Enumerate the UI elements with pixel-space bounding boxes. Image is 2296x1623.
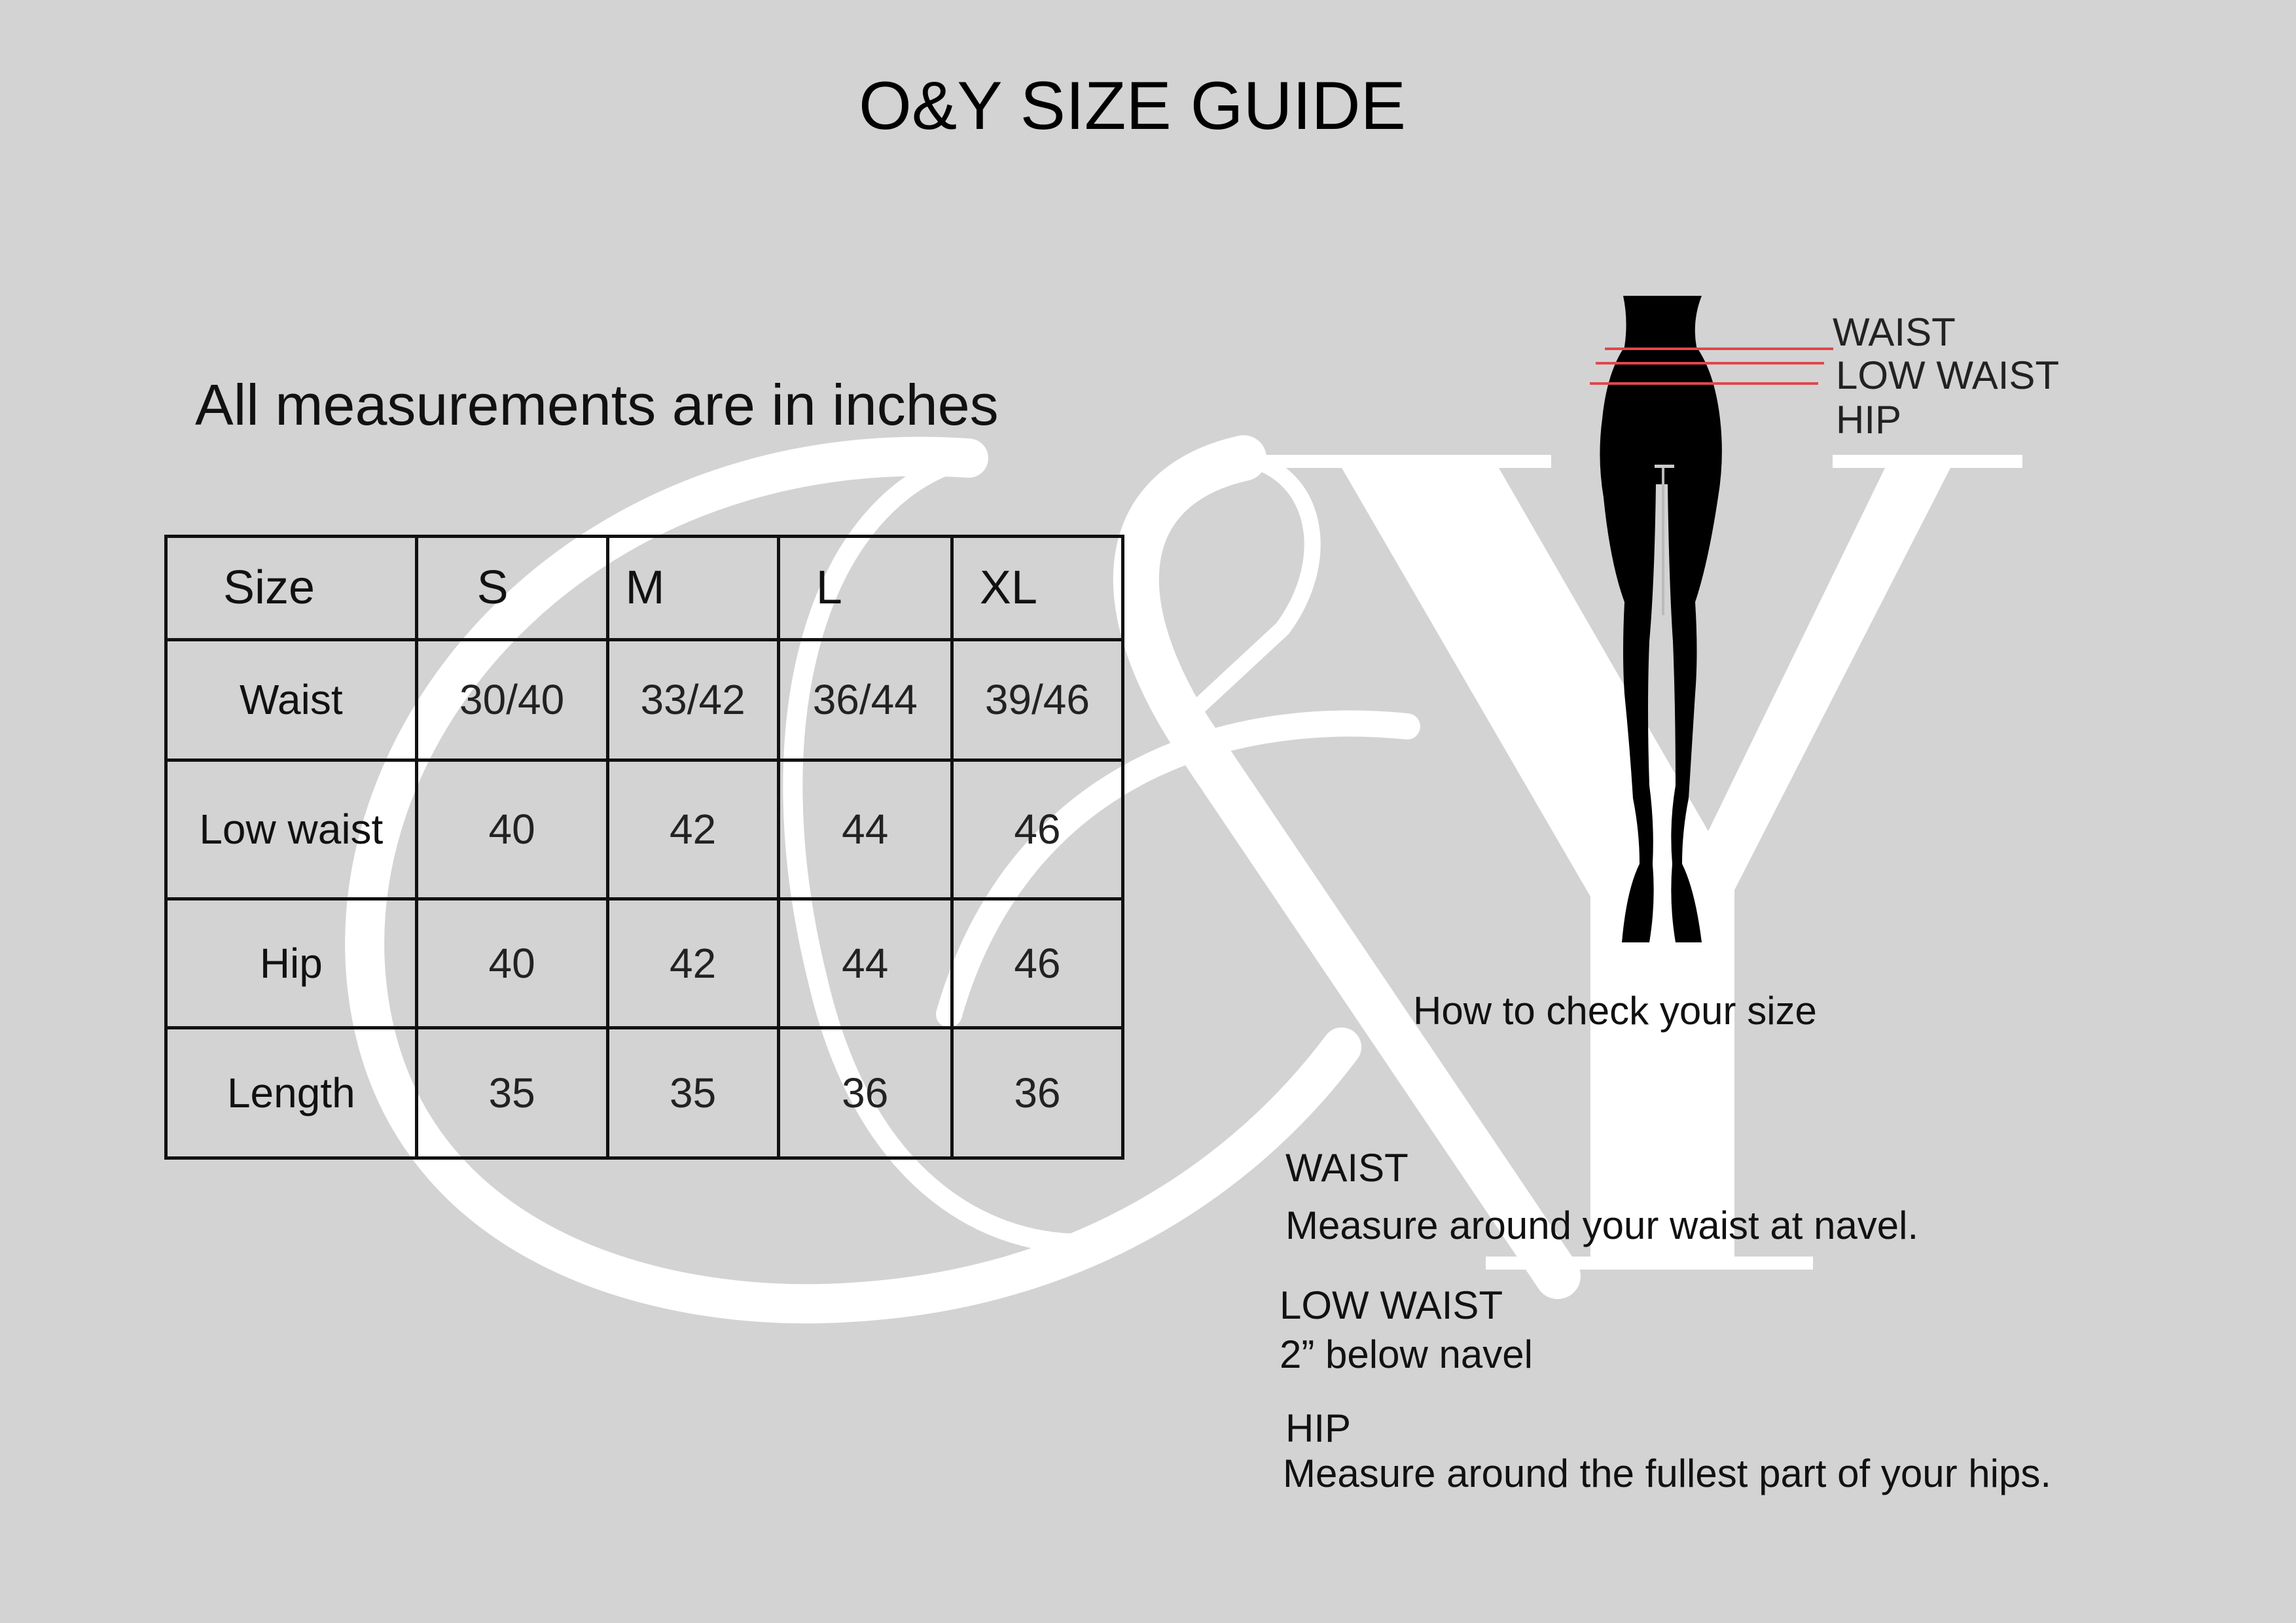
table-cell: 44	[776, 758, 954, 901]
header-cell: L	[776, 535, 954, 641]
instruction-heading-hip: HIP	[1285, 1406, 1352, 1450]
table-cell: 39/46	[950, 638, 1125, 762]
table-cell: 36/44	[776, 638, 954, 762]
size-table: Size S M L XL Waist 30/40 33/42 36/44 39…	[164, 535, 1125, 1160]
watermark-y	[1263, 455, 2022, 1270]
instruction-heading-low-waist: LOW WAIST	[1280, 1283, 1503, 1327]
table-row: Waist 30/40 33/42 36/44 39/46	[164, 638, 1125, 762]
instruction-heading-waist: WAIST	[1285, 1146, 1408, 1190]
measurement-lines	[1590, 348, 1833, 385]
table-cell: 30/40	[414, 638, 609, 762]
table-cell: 42	[605, 897, 780, 1029]
header-cell: M	[605, 535, 780, 641]
header-cell: S	[414, 535, 609, 641]
figure-caption: How to check your size	[1413, 989, 1817, 1033]
table-cell: 33/42	[605, 638, 780, 762]
row-label: Waist	[164, 638, 418, 762]
header-cell: Size	[164, 535, 418, 641]
instruction-text-low-waist: 2” below navel	[1280, 1332, 1533, 1376]
table-cell: 35	[605, 1026, 780, 1160]
leggings-silhouette	[1600, 296, 1722, 942]
table-cell: 44	[776, 897, 954, 1029]
table-cell: 40	[414, 897, 609, 1029]
table-row: Length 35 35 36 36	[164, 1026, 1125, 1160]
figure-label-hip: HIP	[1836, 398, 1902, 442]
table-cell: 46	[950, 897, 1125, 1029]
header-cell: XL	[950, 535, 1125, 641]
instruction-text-waist: Measure around your waist at navel.	[1285, 1204, 1919, 1247]
page-title: O&Y SIZE GUIDE	[858, 68, 1407, 144]
row-label: Length	[164, 1026, 418, 1160]
units-note: All measurements are in inches	[195, 372, 999, 437]
figure-label-low-waist: LOW WAIST	[1836, 353, 2060, 397]
table-cell: 36	[776, 1026, 954, 1160]
row-label: Hip	[164, 897, 418, 1029]
instruction-text-hip: Measure around the fullest part of your …	[1283, 1452, 2051, 1495]
row-label: Low waist	[164, 758, 418, 901]
table-cell: 42	[605, 758, 780, 901]
table-row: Hip 40 42 44 46	[164, 897, 1125, 1029]
table-row: Low waist 40 42 44 46	[164, 758, 1125, 901]
table-cell: 35	[414, 1026, 609, 1160]
table-header-row: Size S M L XL	[164, 535, 1125, 641]
table-cell: 36	[950, 1026, 1125, 1160]
table-cell: 40	[414, 758, 609, 901]
table-cell: 46	[950, 758, 1125, 901]
figure-label-waist: WAIST	[1833, 310, 1956, 354]
